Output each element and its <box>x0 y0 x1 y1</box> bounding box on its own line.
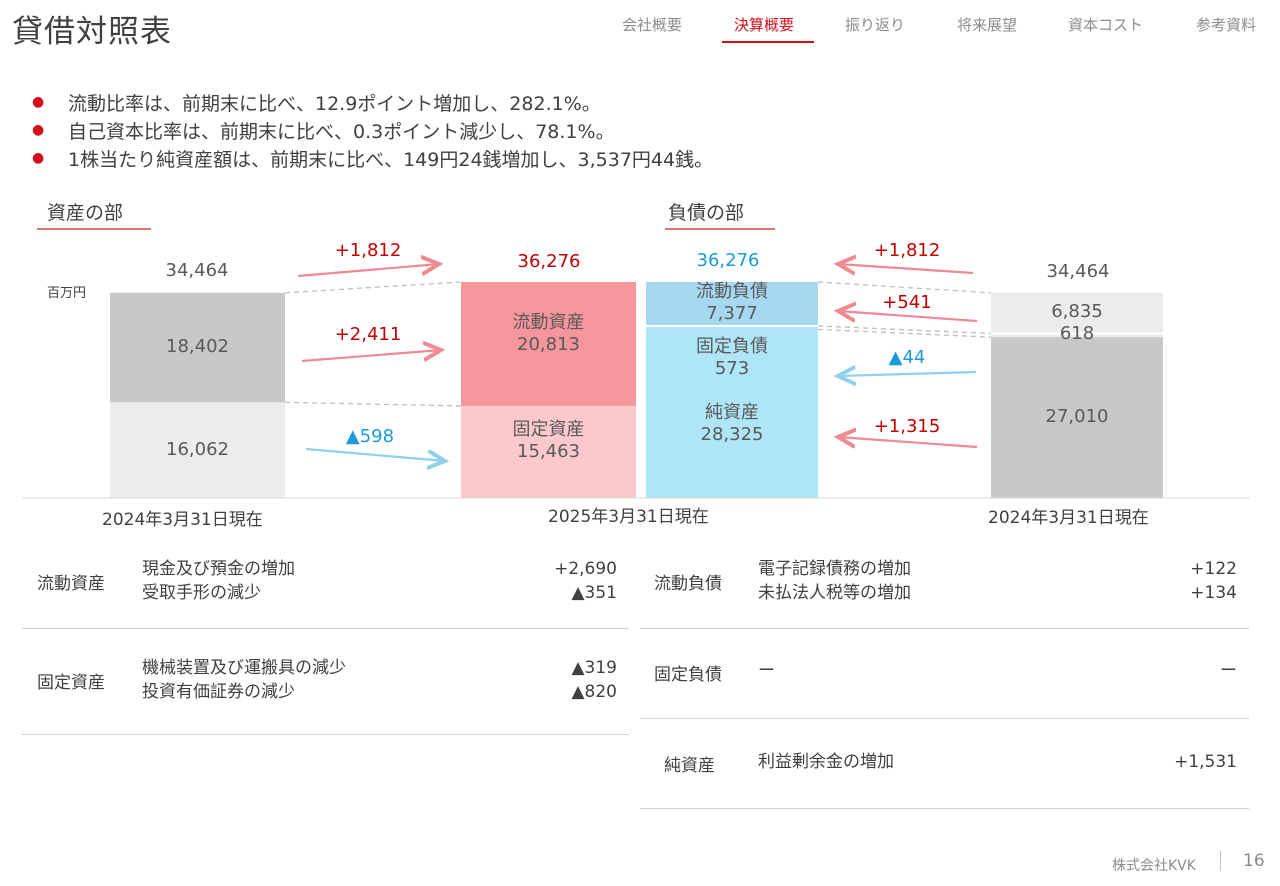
table-right-value: +1,531 <box>1174 752 1237 772</box>
arrow-total-liabilities <box>838 264 974 273</box>
table-divider <box>22 628 629 629</box>
connector-current-liabilities <box>817 325 992 335</box>
date-label-current: 2025年3月31日現在 <box>548 507 709 527</box>
segment-label-current-assets: 流動資産 20,813 <box>512 312 585 355</box>
balance-sheet-chart <box>22 0 1250 499</box>
table-divider <box>640 628 1249 629</box>
segment-label-prior-net-assets: 27,010 <box>1045 406 1109 427</box>
bullet-icon: ● <box>32 150 45 166</box>
segment-separator <box>991 332 1163 335</box>
bar-net-assets <box>646 329 818 498</box>
footer-divider <box>1220 851 1221 871</box>
table-left-value: ▲319 <box>571 658 617 678</box>
bar-prior-fixed-assets <box>110 402 285 498</box>
table-divider <box>640 808 1249 809</box>
tab-reference[interactable]: 参考資料 <box>1196 16 1257 34</box>
bullet-icon: ● <box>32 94 45 110</box>
table-right-category-fixed-liabilities: 固定負債 <box>654 665 722 685</box>
date-label-prior-assets: 2024年3月31日現在 <box>102 510 263 530</box>
table-divider <box>640 718 1249 719</box>
bar-prior-fixed-liabilities <box>991 333 1163 338</box>
bar-prior-current-assets <box>110 292 285 403</box>
tab-outlook[interactable]: 将来展望 <box>957 16 1018 34</box>
table-left-value: ▲351 <box>571 583 617 603</box>
table-left-category-fixed-assets: 固定資産 <box>37 673 105 693</box>
active-tab-indicator <box>722 41 814 43</box>
arrow-net-assets <box>838 437 978 447</box>
section-liabilities-underline <box>665 228 775 230</box>
bullet-current-ratio: 流動比率は、前期末に比べ、12.9ポイント増加し、282.1%。 <box>68 93 601 115</box>
arrow-current-assets <box>301 350 441 363</box>
table-right-item: 利益剰余金の増加 <box>758 752 894 772</box>
total-label-current-assets: 36,276 <box>517 251 581 272</box>
tab-financial-summary[interactable]: 決算概要 <box>734 16 795 34</box>
table-divider <box>22 734 629 735</box>
bar-current-assets <box>461 282 636 406</box>
table-left-value: +2,690 <box>554 559 617 579</box>
total-label-prior-assets: 34,464 <box>165 260 229 281</box>
date-label-prior-liabilities: 2024年3月31日現在 <box>988 508 1149 528</box>
unit-label: 百万円 <box>47 286 87 301</box>
arrow-fixed-assets <box>305 447 445 461</box>
segment-label-current-liabilities: 流動負債 7,377 <box>696 281 768 324</box>
bullet-bps: 1株当たり純資産額は、前期末に比べ、149円24銭増加し、3,537円44銭。 <box>68 149 714 171</box>
bar-current-liabilities <box>646 282 818 326</box>
change-label-total-liabilities: +1,812 <box>873 240 941 261</box>
table-right-value: +134 <box>1190 583 1237 603</box>
section-assets-underline <box>37 228 151 230</box>
segment-label-prior-current-assets: 18,402 <box>166 336 229 357</box>
bullet-equity-ratio: 自己資本比率は、前期末に比べ、0.3ポイント減少し、78.1%。 <box>68 121 615 143</box>
change-label-current-liabilities: +541 <box>882 292 932 313</box>
segment-label-prior-fixed-assets: 16,062 <box>166 439 229 460</box>
arrow-fixed-liabilities <box>838 372 977 376</box>
connector-total-liabilities <box>817 281 992 294</box>
segment-separator <box>646 324 818 327</box>
change-label-fixed-liabilities: ▲44 <box>888 347 926 368</box>
table-right-item: 未払法人税等の増加 <box>758 583 911 603</box>
connector-fixed-liabilities <box>817 328 992 338</box>
segment-label-fixed-liabilities: 固定負債 573 <box>696 336 768 379</box>
bullet-icon: ● <box>32 122 45 138</box>
page-title: 貸借対照表 <box>12 14 172 50</box>
table-right-item: ー <box>758 661 775 681</box>
table-left-value: ▲820 <box>571 682 617 702</box>
segment-label-prior-current-liabilities: 6,835 <box>1051 301 1103 322</box>
change-label-net-assets: +1,315 <box>873 416 941 437</box>
table-right-category-net-assets: 純資産 <box>664 756 715 776</box>
section-liabilities-title: 負債の部 <box>668 202 745 224</box>
change-label-total-assets: +1,812 <box>334 240 402 261</box>
table-right-value: ー <box>1220 661 1237 681</box>
segment-label-prior-fixed-liabilities: 618 <box>1059 323 1095 344</box>
connector-total-assets <box>284 281 462 294</box>
total-label-prior-liabilities: 34,464 <box>1046 261 1110 282</box>
bar-fixed-liabilities <box>646 325 818 330</box>
table-right-item: 電子記録債務の増加 <box>758 559 911 579</box>
table-left-item: 受取手形の減少 <box>142 583 261 603</box>
tab-cost-of-capital[interactable]: 資本コスト <box>1068 16 1144 34</box>
total-label-current-liabilities: 36,276 <box>696 250 760 271</box>
page-number: 16 <box>1243 851 1265 871</box>
table-left-item: 機械装置及び運搬具の減少 <box>142 658 346 678</box>
table-right-value: +122 <box>1190 559 1237 579</box>
table-left-category-current-assets: 流動資産 <box>37 574 105 594</box>
segment-label-fixed-assets: 固定資産 15,463 <box>512 419 585 462</box>
table-left-item: 現金及び預金の増加 <box>142 559 295 579</box>
change-label-fixed-assets: ▲598 <box>345 426 395 447</box>
arrow-current-liabilities <box>838 311 978 321</box>
segment-label-net-assets: 純資産 28,325 <box>700 402 764 445</box>
connector-fixed-assets <box>284 401 462 407</box>
section-assets-title: 資産の部 <box>47 202 124 224</box>
bar-fixed-assets <box>461 405 636 498</box>
bar-prior-net-assets <box>991 337 1163 498</box>
tab-review[interactable]: 振り返り <box>845 16 906 34</box>
arrow-total-assets <box>297 264 439 278</box>
change-label-current-assets: +2,411 <box>334 324 402 345</box>
tab-company-overview[interactable]: 会社概要 <box>622 16 683 34</box>
bar-prior-current-liabilities <box>991 292 1163 334</box>
table-left-item: 投資有価証券の減少 <box>142 682 295 702</box>
footer-company: 株式会社KVK <box>1112 858 1196 874</box>
table-right-category-current-liabilities: 流動負債 <box>654 574 722 594</box>
